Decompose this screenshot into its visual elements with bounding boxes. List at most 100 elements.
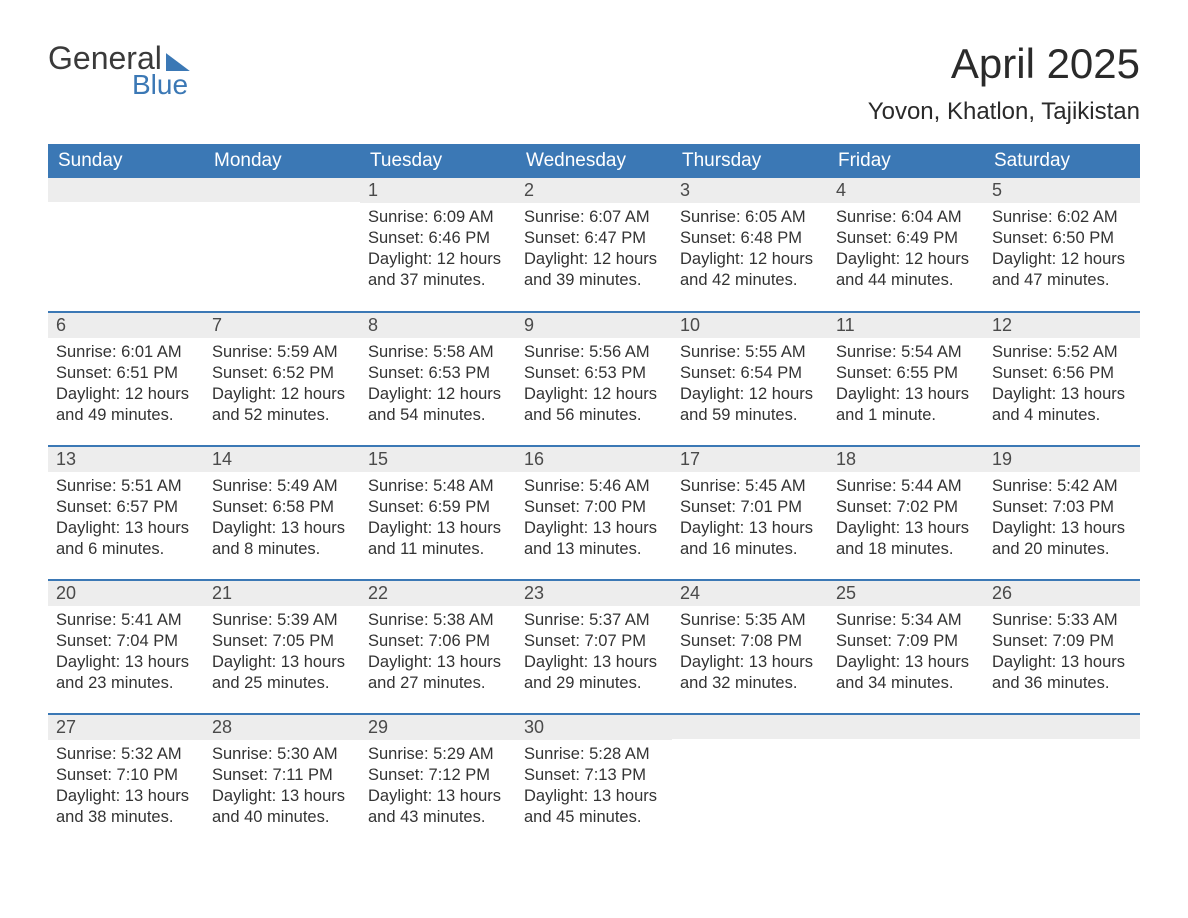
calendar-day-cell: [984, 714, 1140, 848]
day-details: Sunrise: 5:46 AMSunset: 7:00 PMDaylight:…: [516, 472, 672, 568]
day-number-empty: [672, 715, 828, 739]
sunset-text: Sunset: 7:05 PM: [212, 631, 352, 652]
day-number: 29: [360, 715, 516, 740]
sunrise-text: Sunrise: 5:34 AM: [836, 610, 976, 631]
day-details: Sunrise: 6:04 AMSunset: 6:49 PMDaylight:…: [828, 203, 984, 299]
sunrise-text: Sunrise: 5:51 AM: [56, 476, 196, 497]
day-number: 18: [828, 447, 984, 472]
daylight-text: Daylight: 12 hours: [992, 249, 1132, 270]
daylight-text: and 43 minutes.: [368, 807, 508, 828]
day-details: Sunrise: 5:42 AMSunset: 7:03 PMDaylight:…: [984, 472, 1140, 568]
calendar-day-cell: 1Sunrise: 6:09 AMSunset: 6:46 PMDaylight…: [360, 178, 516, 312]
day-details: Sunrise: 5:45 AMSunset: 7:01 PMDaylight:…: [672, 472, 828, 568]
day-number: 19: [984, 447, 1140, 472]
sunset-text: Sunset: 6:48 PM: [680, 228, 820, 249]
weekday-header: Saturday: [984, 144, 1140, 178]
daylight-text: and 4 minutes.: [992, 405, 1132, 426]
daylight-text: Daylight: 13 hours: [368, 786, 508, 807]
sunrise-text: Sunrise: 5:52 AM: [992, 342, 1132, 363]
day-number: 13: [48, 447, 204, 472]
daylight-text: Daylight: 13 hours: [524, 518, 664, 539]
day-details: Sunrise: 5:39 AMSunset: 7:05 PMDaylight:…: [204, 606, 360, 702]
calendar-day-cell: 5Sunrise: 6:02 AMSunset: 6:50 PMDaylight…: [984, 178, 1140, 312]
calendar-day-cell: 8Sunrise: 5:58 AMSunset: 6:53 PMDaylight…: [360, 312, 516, 446]
calendar-day-cell: 10Sunrise: 5:55 AMSunset: 6:54 PMDayligh…: [672, 312, 828, 446]
weekday-header: Monday: [204, 144, 360, 178]
calendar-day-cell: 7Sunrise: 5:59 AMSunset: 6:52 PMDaylight…: [204, 312, 360, 446]
sunrise-text: Sunrise: 5:33 AM: [992, 610, 1132, 631]
day-details: Sunrise: 5:38 AMSunset: 7:06 PMDaylight:…: [360, 606, 516, 702]
day-details: Sunrise: 5:33 AMSunset: 7:09 PMDaylight:…: [984, 606, 1140, 702]
daylight-text: and 39 minutes.: [524, 270, 664, 291]
day-details: Sunrise: 5:55 AMSunset: 6:54 PMDaylight:…: [672, 338, 828, 434]
sunset-text: Sunset: 6:53 PM: [368, 363, 508, 384]
daylight-text: and 54 minutes.: [368, 405, 508, 426]
day-number: 12: [984, 313, 1140, 338]
month-title: April 2025: [868, 40, 1140, 88]
day-number: 6: [48, 313, 204, 338]
day-number: 3: [672, 178, 828, 203]
day-details: Sunrise: 5:35 AMSunset: 7:08 PMDaylight:…: [672, 606, 828, 702]
day-number-empty: [984, 715, 1140, 739]
calendar-day-cell: 2Sunrise: 6:07 AMSunset: 6:47 PMDaylight…: [516, 178, 672, 312]
sunset-text: Sunset: 7:07 PM: [524, 631, 664, 652]
day-number: 30: [516, 715, 672, 740]
calendar-day-cell: 4Sunrise: 6:04 AMSunset: 6:49 PMDaylight…: [828, 178, 984, 312]
daylight-text: Daylight: 12 hours: [524, 249, 664, 270]
daylight-text: and 34 minutes.: [836, 673, 976, 694]
day-number: 10: [672, 313, 828, 338]
daylight-text: and 11 minutes.: [368, 539, 508, 560]
daylight-text: and 29 minutes.: [524, 673, 664, 694]
daylight-text: Daylight: 13 hours: [212, 518, 352, 539]
sunset-text: Sunset: 6:50 PM: [992, 228, 1132, 249]
sunset-text: Sunset: 6:49 PM: [836, 228, 976, 249]
daylight-text: Daylight: 13 hours: [212, 652, 352, 673]
day-number: 2: [516, 178, 672, 203]
day-number: 20: [48, 581, 204, 606]
day-number: 28: [204, 715, 360, 740]
calendar-week-row: 1Sunrise: 6:09 AMSunset: 6:46 PMDaylight…: [48, 178, 1140, 312]
day-number: 11: [828, 313, 984, 338]
daylight-text: and 52 minutes.: [212, 405, 352, 426]
sunset-text: Sunset: 7:09 PM: [836, 631, 976, 652]
logo-text-blue: Blue: [132, 69, 190, 101]
calendar-day-cell: 6Sunrise: 6:01 AMSunset: 6:51 PMDaylight…: [48, 312, 204, 446]
sunrise-text: Sunrise: 5:49 AM: [212, 476, 352, 497]
day-number: 14: [204, 447, 360, 472]
daylight-text: and 25 minutes.: [212, 673, 352, 694]
logo: General Blue: [48, 40, 190, 101]
day-details: Sunrise: 5:51 AMSunset: 6:57 PMDaylight:…: [48, 472, 204, 568]
sunrise-text: Sunrise: 5:54 AM: [836, 342, 976, 363]
day-number: 8: [360, 313, 516, 338]
daylight-text: Daylight: 13 hours: [56, 518, 196, 539]
day-details: Sunrise: 5:58 AMSunset: 6:53 PMDaylight:…: [360, 338, 516, 434]
day-number: 26: [984, 581, 1140, 606]
daylight-text: and 32 minutes.: [680, 673, 820, 694]
sunset-text: Sunset: 6:58 PM: [212, 497, 352, 518]
calendar-day-cell: 21Sunrise: 5:39 AMSunset: 7:05 PMDayligh…: [204, 580, 360, 714]
sunset-text: Sunset: 7:03 PM: [992, 497, 1132, 518]
calendar-day-cell: 29Sunrise: 5:29 AMSunset: 7:12 PMDayligh…: [360, 714, 516, 848]
daylight-text: Daylight: 13 hours: [992, 652, 1132, 673]
logo-flag-icon: [166, 53, 190, 71]
day-number: 17: [672, 447, 828, 472]
calendar-week-row: 20Sunrise: 5:41 AMSunset: 7:04 PMDayligh…: [48, 580, 1140, 714]
weekday-header: Tuesday: [360, 144, 516, 178]
daylight-text: and 8 minutes.: [212, 539, 352, 560]
day-number: 25: [828, 581, 984, 606]
daylight-text: and 27 minutes.: [368, 673, 508, 694]
day-details: Sunrise: 5:49 AMSunset: 6:58 PMDaylight:…: [204, 472, 360, 568]
daylight-text: and 56 minutes.: [524, 405, 664, 426]
calendar-day-cell: [204, 178, 360, 312]
weekday-header: Sunday: [48, 144, 204, 178]
sunset-text: Sunset: 7:00 PM: [524, 497, 664, 518]
day-details: Sunrise: 6:07 AMSunset: 6:47 PMDaylight:…: [516, 203, 672, 299]
daylight-text: and 18 minutes.: [836, 539, 976, 560]
day-details: Sunrise: 5:48 AMSunset: 6:59 PMDaylight:…: [360, 472, 516, 568]
daylight-text: Daylight: 13 hours: [368, 518, 508, 539]
sunrise-text: Sunrise: 5:48 AM: [368, 476, 508, 497]
calendar-week-row: 27Sunrise: 5:32 AMSunset: 7:10 PMDayligh…: [48, 714, 1140, 848]
title-block: April 2025 Yovon, Khatlon, Tajikistan: [868, 40, 1140, 126]
calendar-day-cell: 27Sunrise: 5:32 AMSunset: 7:10 PMDayligh…: [48, 714, 204, 848]
sunrise-text: Sunrise: 5:46 AM: [524, 476, 664, 497]
